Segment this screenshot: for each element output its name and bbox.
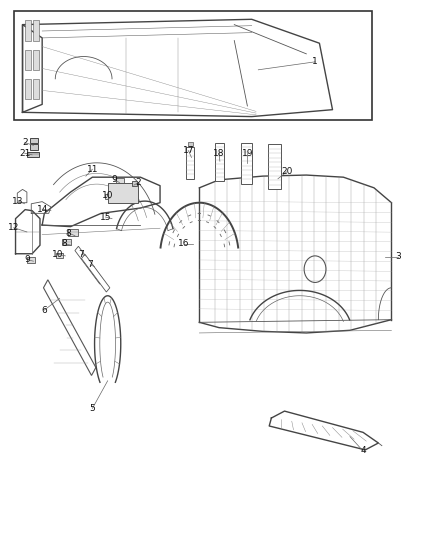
Bar — [108, 182, 138, 203]
Text: 20: 20 — [281, 167, 292, 176]
Bar — [25, 50, 31, 70]
Polygon shape — [75, 246, 103, 284]
Text: 7: 7 — [87, 261, 93, 269]
Bar — [62, 239, 71, 245]
Text: 2: 2 — [22, 138, 28, 147]
Text: 13: 13 — [12, 197, 24, 206]
Text: 8: 8 — [66, 229, 71, 238]
Bar — [188, 142, 193, 147]
Polygon shape — [43, 280, 96, 375]
Text: 10: 10 — [102, 191, 113, 200]
Bar — [33, 20, 39, 41]
Bar — [215, 143, 224, 181]
Bar — [132, 181, 137, 186]
Bar — [268, 144, 281, 189]
Text: 7: 7 — [78, 250, 85, 259]
Text: 18: 18 — [213, 149, 225, 158]
Text: 3: 3 — [395, 253, 401, 261]
Text: 9: 9 — [24, 255, 30, 264]
Bar — [56, 253, 63, 258]
Text: 1: 1 — [312, 58, 318, 66]
Text: 17: 17 — [183, 146, 194, 155]
Text: 5: 5 — [89, 404, 95, 413]
Bar — [27, 152, 39, 157]
Text: 9: 9 — [111, 175, 117, 184]
Bar — [68, 229, 78, 236]
Text: 21: 21 — [19, 149, 30, 158]
Text: 6: 6 — [42, 305, 47, 314]
Text: 11: 11 — [87, 165, 98, 174]
Bar — [25, 20, 31, 41]
Bar — [33, 50, 39, 70]
Text: 2: 2 — [135, 178, 141, 187]
Bar — [30, 144, 38, 150]
Text: 15: 15 — [100, 213, 111, 222]
Text: 16: 16 — [178, 239, 190, 248]
Text: 10: 10 — [52, 250, 63, 259]
Text: 8: 8 — [61, 239, 67, 248]
Text: 12: 12 — [8, 223, 19, 232]
Text: 19: 19 — [242, 149, 253, 158]
Bar — [106, 194, 113, 199]
Bar — [241, 143, 252, 184]
Bar — [33, 79, 39, 99]
Bar — [14, 11, 372, 120]
Bar — [25, 79, 31, 99]
Polygon shape — [81, 254, 110, 292]
Bar — [30, 138, 38, 143]
Bar — [117, 177, 124, 183]
Bar — [186, 147, 194, 179]
Text: 14: 14 — [36, 205, 48, 214]
Text: 4: 4 — [360, 447, 366, 456]
Bar — [27, 257, 35, 263]
